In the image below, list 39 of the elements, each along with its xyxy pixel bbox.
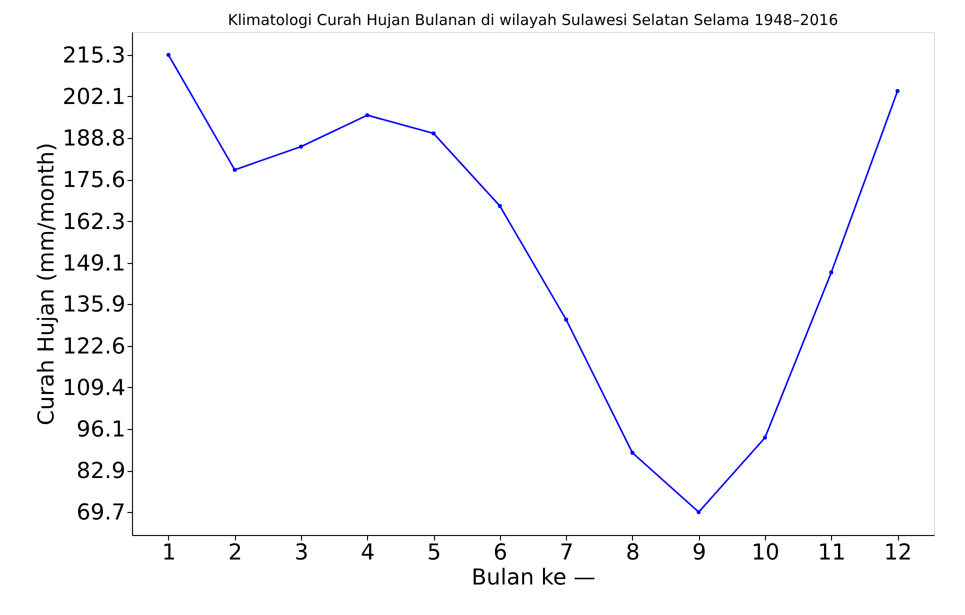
y-tick-label: 175.6 [62,168,126,194]
x-tick-label: 4 [360,540,375,566]
y-tick-label: 69.7 [76,500,126,526]
y-tick-label: 188.8 [62,126,126,152]
point [896,89,900,94]
x-tick-label: 9 [692,540,706,566]
point [564,318,568,322]
point [630,450,634,455]
point [299,144,304,149]
x-tick-label: 7 [560,540,574,566]
point [762,436,767,440]
y-tick-label: 162.3 [62,210,126,235]
point [432,131,436,136]
y-tick-label: 122.6 [62,334,126,360]
y-tick-label: 202.1 [62,84,126,110]
y-tick-label: 149.1 [62,251,126,276]
chart-title: Klimatologi Curah Hujan Bulanan di wilayah Sulawesi Selatan Selama 1948–2016 [228,11,838,29]
point [166,52,170,57]
x-tick-label: 2 [228,540,242,566]
x-tick-label: 3 [294,540,309,566]
y-tick-label: 82.9 [76,459,126,484]
y-tick-label: 215.3 [62,43,126,68]
y-tick-label: 96.1 [76,418,126,443]
y-tick-label: 109.4 [62,376,126,401]
point [696,510,701,514]
y-axis-title: Curah Hujan (mm/month) [34,142,60,426]
y-tick-label: 135.9 [62,292,126,318]
x-tick-label: 11 [818,540,846,566]
x-tick-label: 8 [626,540,640,566]
point [232,168,237,172]
point [498,204,502,208]
x-tick-label: 5 [427,540,442,566]
x-tick-label: 6 [493,540,508,566]
x-axis-title: Bulan ke — [471,566,596,590]
x-tick-label: 12 [884,540,912,566]
point [829,270,834,275]
x-tick-label: 10 [751,540,780,566]
x-tick-label: 1 [162,540,176,566]
point [365,113,370,118]
